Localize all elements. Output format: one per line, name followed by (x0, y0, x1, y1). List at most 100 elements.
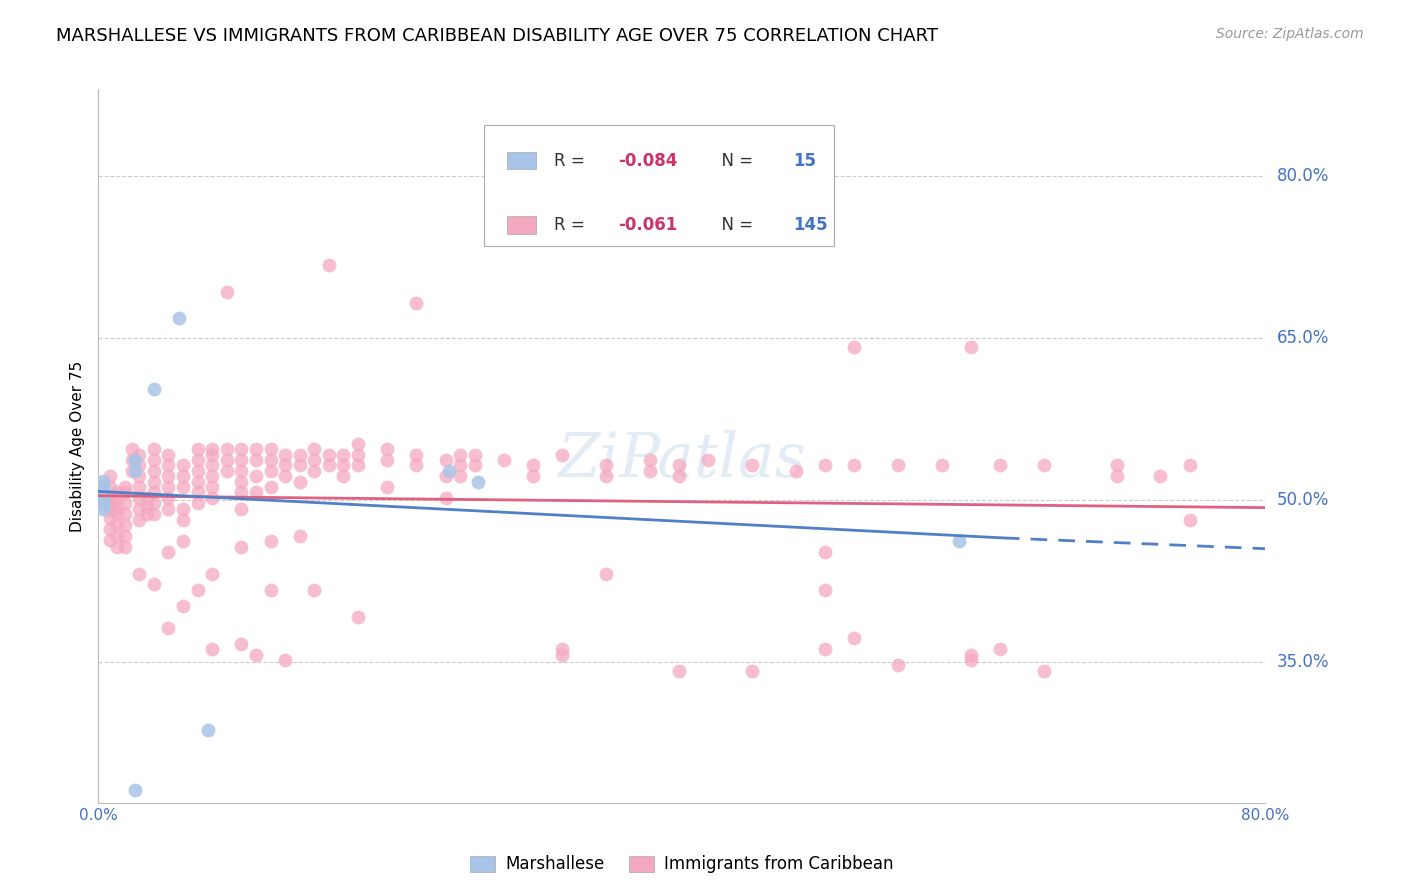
Point (91, 496, 114, 510)
Point (814, 545, 837, 559)
Point (157, 480, 180, 494)
Point (405, 458, 427, 473)
Point (201, 442, 224, 457)
Point (434, 453, 457, 467)
Point (91, 479, 114, 493)
Point (259, 464, 281, 478)
Text: -0.061: -0.061 (617, 216, 676, 234)
Point (201, 448, 224, 462)
Text: 50.0%: 50.0% (1277, 491, 1329, 509)
Point (931, 458, 953, 473)
Point (142, 464, 165, 478)
Point (231, 442, 253, 457)
Point (231, 464, 253, 478)
Point (128, 501, 150, 516)
Point (187, 485, 209, 500)
Point (668, 458, 690, 473)
Point (959, 653, 981, 667)
Point (988, 458, 1011, 473)
Point (347, 448, 370, 462)
Point (464, 458, 486, 473)
Point (172, 480, 194, 494)
Point (332, 458, 354, 473)
Point (332, 448, 354, 462)
Point (114, 507, 136, 521)
Point (135, 491, 157, 505)
Point (842, 458, 865, 473)
Point (449, 458, 471, 473)
Point (245, 485, 267, 500)
Text: 15: 15 (793, 152, 815, 169)
Point (201, 642, 224, 657)
Point (98, 469, 121, 483)
Point (105, 493, 128, 508)
Point (91, 474, 114, 488)
Point (128, 566, 150, 581)
Point (201, 566, 224, 581)
Point (91, 491, 114, 506)
Point (492, 453, 515, 467)
Point (142, 496, 165, 510)
Point (522, 458, 544, 473)
Point (187, 475, 209, 489)
Point (318, 458, 340, 473)
Point (187, 582, 209, 597)
Point (887, 658, 910, 673)
Point (105, 507, 128, 521)
Point (259, 442, 281, 457)
Point (98, 522, 121, 536)
Point (318, 259, 340, 273)
Point (124, 464, 146, 478)
Point (172, 534, 194, 549)
Text: 80.0%: 80.0% (1277, 167, 1329, 185)
Point (231, 475, 253, 489)
Point (201, 469, 224, 483)
Point (121, 464, 143, 478)
Point (245, 442, 267, 457)
Point (187, 496, 209, 510)
Point (434, 469, 457, 483)
Point (274, 448, 297, 462)
Point (98, 511, 121, 525)
Point (105, 540, 128, 554)
Point (215, 464, 238, 478)
Point (172, 599, 194, 613)
Point (128, 458, 150, 473)
Point (128, 491, 150, 505)
Point (375, 453, 398, 467)
Point (551, 648, 574, 662)
Point (259, 534, 281, 549)
Point (114, 517, 136, 532)
Point (172, 469, 194, 483)
Point (98, 533, 121, 547)
Point (668, 664, 690, 678)
Point (142, 382, 165, 396)
Point (318, 448, 340, 462)
Point (135, 507, 157, 521)
Point (785, 464, 807, 478)
Point (157, 448, 180, 462)
Point (231, 485, 253, 500)
Point (105, 517, 128, 532)
Point (98, 480, 121, 494)
Point (157, 458, 180, 473)
Point (304, 582, 326, 597)
Point (259, 582, 281, 597)
Point (105, 529, 128, 543)
Point (124, 782, 146, 797)
Point (215, 285, 238, 300)
Point (172, 512, 194, 526)
Point (814, 582, 837, 597)
Point (142, 577, 165, 591)
Point (638, 453, 661, 467)
Point (157, 491, 180, 505)
Point (697, 453, 720, 467)
Point (1178, 458, 1201, 473)
Y-axis label: Disability Age Over 75: Disability Age Over 75 (70, 360, 86, 532)
Point (231, 637, 253, 651)
Point (347, 610, 370, 624)
Point (197, 723, 219, 738)
Point (201, 491, 224, 505)
Point (91, 501, 114, 516)
Point (114, 529, 136, 543)
